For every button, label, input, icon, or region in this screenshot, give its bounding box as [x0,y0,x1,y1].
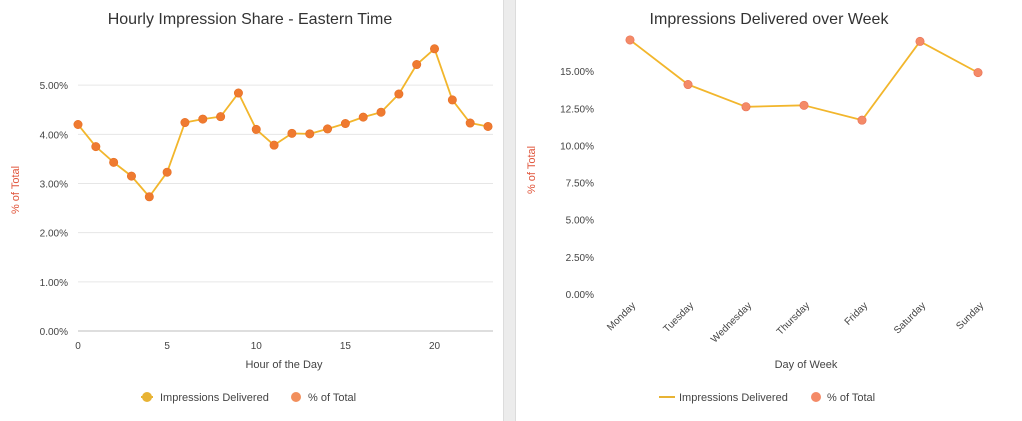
data-point [180,118,190,128]
x-tick-label: Tuesday [661,300,696,335]
y-axis-title: % of Total [10,166,22,214]
data-point [973,68,983,78]
series-line [77,47,489,198]
data-point [376,107,386,117]
data-point [857,115,867,125]
legend-label: % of Total [308,392,356,404]
data-point [799,100,809,110]
legend-dot-marker [811,392,821,402]
data-point [198,114,208,124]
data-point [287,128,297,138]
y-axis-ticks: 0.00% 2.50% 5.00% 7.50% 10.00% 12.50% 15.00% [560,67,594,301]
legend-item-percent-of-total[interactable]: % of Total [811,392,875,404]
legend-label: Impressions Delivered [679,392,788,404]
series-percent-of-total [73,44,493,202]
data-point [216,112,226,122]
weekly-chart-panel: Impressions Delivered over Week 0.00% 2.5… [516,0,1022,421]
y-tick-label: 2.00% [40,229,68,240]
x-tick-label: Wednesday [709,300,754,345]
y-tick-label: 15.00% [560,67,594,78]
data-point [741,102,751,112]
legend-item-impressions-delivered[interactable]: Impressions Delivered [659,392,788,404]
legend-item-percent-of-total[interactable]: % of Total [291,392,356,404]
hourly-chart-panel: Hourly Impression Share - Eastern Time 0… [0,0,503,421]
y-tick-label: 7.50% [566,179,594,190]
x-tick-label: Saturday [892,300,928,336]
legend: Impressions Delivered % of Total [141,392,356,404]
gridlines [78,84,493,283]
legend-label: % of Total [827,392,875,404]
data-point [447,95,457,105]
data-point [430,44,440,54]
y-tick-label: 0.00% [40,327,68,338]
data-point [358,112,368,122]
y-tick-label: 3.00% [40,180,68,191]
data-point [305,129,315,139]
y-tick-label: 1.00% [40,278,68,289]
data-point [233,88,243,98]
x-tick-label: 5 [164,341,170,352]
chart-title: Impressions Delivered over Week [650,11,890,28]
series-percent-of-total [625,35,983,125]
legend-item-impressions-delivered[interactable]: Impressions Delivered [141,392,269,404]
data-point [683,80,693,90]
y-tick-label: 12.50% [560,104,594,115]
legend-dot-marker [142,392,152,402]
legend-label: Impressions Delivered [160,392,269,404]
data-point [162,167,172,177]
data-point [251,124,261,134]
x-tick-label: 20 [429,341,441,352]
y-tick-label: 5.00% [566,216,594,227]
x-tick-label: Sunday [954,300,986,332]
data-point [91,142,101,152]
data-point [483,121,493,131]
data-point [394,89,404,99]
legend-dot-marker [291,392,301,402]
data-point [323,124,333,134]
x-tick-label: Thursday [775,300,812,337]
y-tick-label: 10.00% [560,141,594,152]
data-point [144,192,154,202]
y-tick-label: 5.00% [40,81,68,92]
chart-title: Hourly Impression Share - Eastern Time [108,11,393,28]
x-axis-ticks: 0 5 10 15 20 [75,341,440,352]
y-tick-label: 0.00% [566,290,594,301]
x-axis-ticks: Monday Tuesday Wednesday Thursday Friday Satu… [605,300,986,345]
y-axis-ticks: 0.00% 1.00% 2.00% 3.00% 4.00% 5.00% [40,81,68,338]
x-tick-label: 10 [251,341,263,352]
x-tick-label: 15 [340,341,352,352]
data-point [269,140,279,150]
y-axis-title: % of Total [526,146,538,194]
data-point [412,60,422,70]
data-point [126,171,136,181]
x-axis-title: Hour of the Day [245,359,323,371]
hourly-impression-chart: Hourly Impression Share - Eastern Time 0… [10,11,493,404]
data-point [109,157,119,167]
data-point [73,120,83,130]
data-point [465,118,475,128]
legend: Impressions Delivered % of Total [659,392,875,404]
y-tick-label: 2.50% [566,253,594,264]
panel-divider [503,0,516,421]
x-tick-label: Friday [843,300,870,327]
x-axis-title: Day of Week [775,359,838,371]
data-point [915,36,925,46]
weekly-impression-chart: Impressions Delivered over Week 0.00% 2.5… [526,11,986,404]
y-tick-label: 4.00% [40,130,68,141]
x-tick-label: Monday [605,300,638,333]
x-tick-label: 0 [75,341,81,352]
data-point [625,35,635,45]
data-point [340,119,350,129]
